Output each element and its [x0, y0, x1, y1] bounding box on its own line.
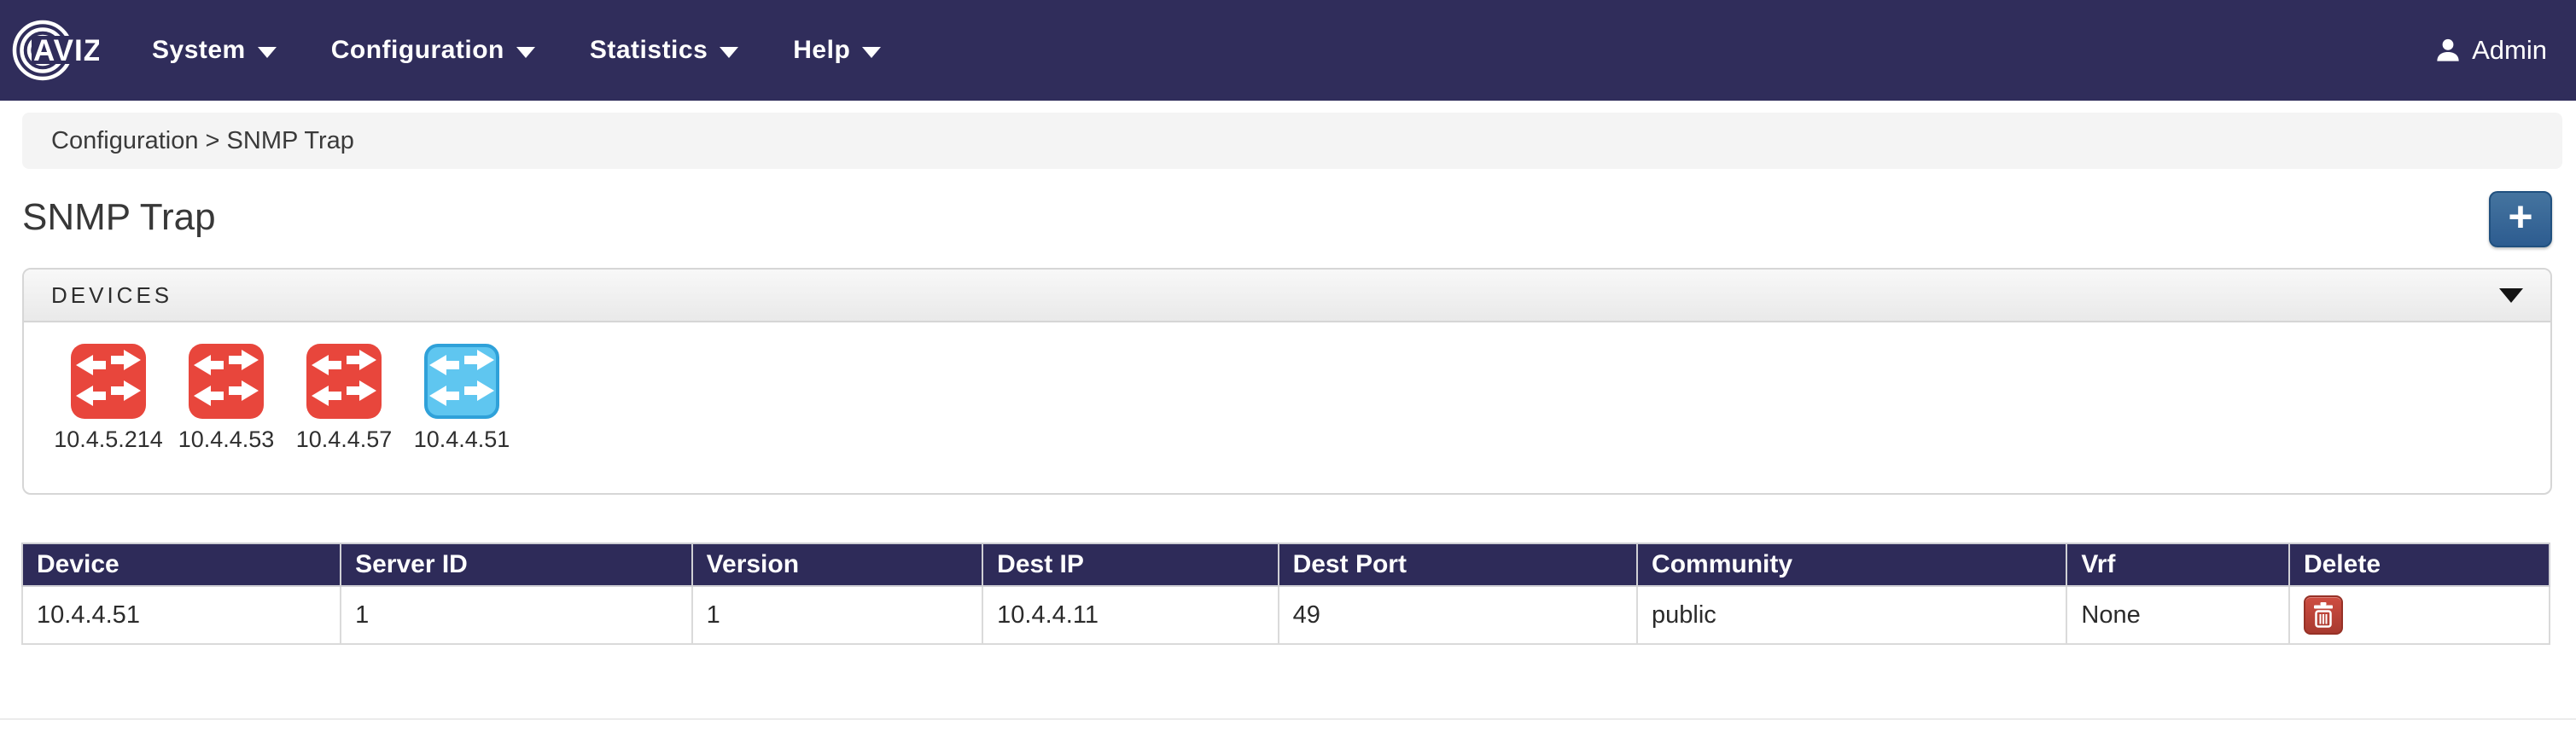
- cell-vrf: None: [2066, 585, 2290, 645]
- device-item-10-4-5-214[interactable]: 10.4.5.214: [54, 343, 163, 453]
- top-navbar: AVIZ System Configuration Statistics Hel…: [0, 0, 2576, 101]
- page-title: SNMP Trap: [22, 196, 216, 238]
- column-header-community: Community: [1636, 543, 2068, 587]
- aviz-logo[interactable]: AVIZ: [12, 10, 99, 90]
- devices-list: 10.4.5.214 10.4.4.53 10.4.4.57: [24, 322, 2550, 493]
- nav-item-statistics[interactable]: Statistics: [589, 36, 739, 65]
- nav-item-system-label: System: [152, 36, 246, 64]
- footer-period: .: [262, 734, 269, 737]
- cell-dest-ip: 10.4.4.11: [982, 585, 1279, 645]
- switch-icon-alert: [189, 344, 264, 419]
- aviz-networks-link[interactable]: Aviz Networks 2022: [37, 734, 263, 737]
- column-header-device: Device: [20, 543, 342, 587]
- breadcrumb: Configuration > SNMP Trap: [22, 113, 2562, 169]
- footer: © Aviz Networks 2022.: [0, 718, 2576, 737]
- nav-item-configuration-label: Configuration: [330, 36, 504, 64]
- device-ip-label: 10.4.4.51: [413, 427, 510, 452]
- devices-panel-title: DEVICES: [51, 281, 173, 308]
- chevron-down-icon: [862, 46, 882, 58]
- snmp-trap-table-container: Device Server ID Version Dest IP Dest Po…: [20, 543, 2551, 645]
- switch-icon-alert: [306, 344, 382, 419]
- chevron-down-icon: [720, 46, 739, 58]
- switch-icon-alert: [71, 344, 146, 419]
- collapse-caret-icon[interactable]: [2499, 287, 2523, 303]
- column-header-dest-port: Dest Port: [1277, 543, 1639, 587]
- add-snmp-trap-button[interactable]: +: [2489, 191, 2552, 247]
- table-header-row: Device Server ID Version Dest IP Dest Po…: [20, 543, 2551, 587]
- device-item-10-4-4-51[interactable]: 10.4.4.51: [410, 343, 514, 453]
- device-ip-label: 10.4.4.57: [295, 427, 393, 452]
- switch-icon-selected: [424, 344, 499, 419]
- breadcrumb-text: Configuration > SNMP Trap: [51, 126, 354, 154]
- plus-icon: +: [2508, 193, 2533, 241]
- nav-item-help-label: Help: [793, 36, 851, 64]
- device-ip-label: 10.4.4.53: [178, 427, 275, 452]
- cell-delete: [2288, 585, 2551, 645]
- nav-item-help[interactable]: Help: [793, 36, 882, 65]
- device-item-10-4-4-57[interactable]: 10.4.4.57: [292, 343, 396, 453]
- column-header-version: Version: [691, 543, 984, 587]
- trash-icon: [2313, 602, 2333, 628]
- devices-panel: DEVICES 10.4.5.214 10.4.4.53: [22, 268, 2552, 495]
- device-item-10-4-4-53[interactable]: 10.4.4.53: [174, 343, 278, 453]
- aviz-logo-text: AVIZ: [33, 34, 99, 67]
- devices-panel-header[interactable]: DEVICES: [24, 270, 2550, 322]
- cell-community: public: [1636, 585, 2068, 645]
- user-name-label: Admin: [2472, 35, 2547, 65]
- delete-row-button[interactable]: [2303, 595, 2343, 635]
- cell-device: 10.4.4.51: [20, 585, 342, 645]
- nav-menu: System Configuration Statistics Help: [152, 36, 882, 65]
- nav-item-statistics-label: Statistics: [589, 36, 708, 64]
- aviz-logo-icon: AVIZ: [12, 20, 99, 81]
- column-header-server-id: Server ID: [340, 543, 693, 587]
- column-header-delete: Delete: [2288, 543, 2551, 587]
- cell-version: 1: [691, 585, 984, 645]
- chevron-down-icon: [257, 46, 277, 58]
- device-ip-label: 10.4.5.214: [54, 427, 163, 452]
- user-icon: [2437, 38, 2459, 61]
- cell-dest-port: 49: [1277, 585, 1639, 645]
- title-row: SNMP Trap +: [22, 191, 2552, 251]
- column-header-vrf: Vrf: [2066, 543, 2290, 587]
- user-menu[interactable]: Admin: [2434, 35, 2547, 66]
- cell-server-id: 1: [340, 585, 693, 645]
- snmp-trap-table: Device Server ID Version Dest IP Dest Po…: [20, 543, 2551, 645]
- chevron-down-icon: [516, 46, 535, 58]
- copyright-symbol: ©: [12, 734, 31, 737]
- column-header-dest-ip: Dest IP: [982, 543, 1279, 587]
- table-row: 10.4.4.51 1 1 10.4.4.11 49 public None: [20, 585, 2551, 645]
- nav-item-system[interactable]: System: [152, 36, 277, 65]
- nav-item-configuration[interactable]: Configuration: [331, 36, 535, 65]
